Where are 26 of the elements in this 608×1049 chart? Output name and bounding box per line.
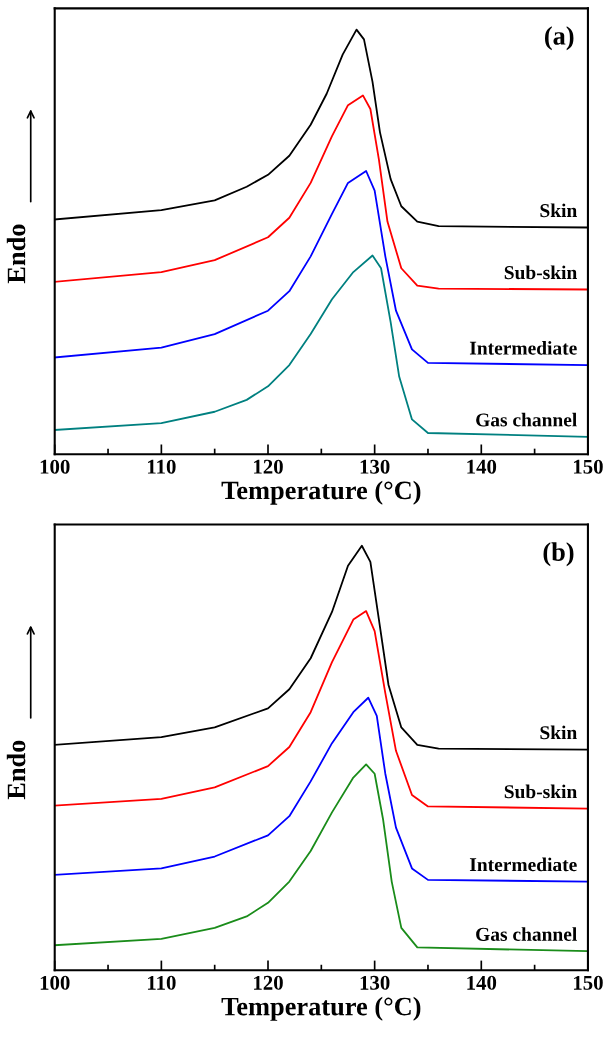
series-label: Intermediate: [469, 341, 577, 355]
x-axis-title: Temperature (°C): [221, 480, 421, 505]
x-tick-label: 100: [40, 459, 70, 474]
x-tick-label: 100: [40, 975, 70, 990]
series-label: Skin: [540, 725, 577, 740]
x-axis-title: Temperature (°C): [221, 996, 421, 1021]
x-tick-label: 150: [573, 459, 603, 474]
y-axis-title: Endo: [6, 224, 26, 284]
x-tick-label: 120: [254, 975, 283, 990]
series-label: Intermediate: [469, 857, 577, 872]
series-label: Sub-skin: [504, 784, 577, 799]
annotation: (b): [543, 542, 574, 567]
x-tick-label: 140: [467, 459, 497, 474]
annotation: (a): [545, 26, 574, 51]
x-tick-label: 130: [360, 459, 390, 474]
series-label: Gas channel: [476, 412, 577, 427]
x-tick-label: 110: [147, 975, 176, 990]
y-axis-title: Endo: [6, 740, 26, 800]
x-tick-label: 120: [254, 459, 283, 474]
series-label: Skin: [540, 203, 577, 218]
x-tick-label: 130: [360, 975, 390, 990]
series-label: Gas channel: [476, 927, 577, 941]
series-label: Sub-skin: [504, 265, 577, 280]
x-tick-label: 140: [467, 975, 497, 990]
x-tick-label: 150: [573, 975, 603, 990]
x-tick-label: 110: [147, 459, 176, 474]
